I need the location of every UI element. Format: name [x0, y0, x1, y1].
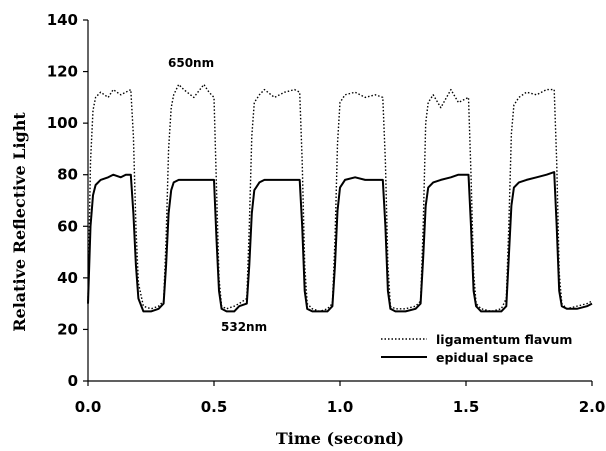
series-line-ligamentum-flavum	[87, 83, 593, 313]
y-tick-label: 0	[68, 372, 78, 390]
x-tick-label: 0.5	[201, 398, 228, 416]
series-line-epidual-space	[87, 171, 593, 313]
y-axis: 0 20 40 60 80 100 120 140	[47, 11, 88, 390]
x-tick-label: 1.5	[453, 398, 480, 416]
y-tick-label: 120	[47, 63, 78, 81]
y-tick-label: 60	[57, 217, 78, 235]
y-tick-label: 40	[57, 269, 78, 287]
legend-label-epidual-space: epidual space	[436, 350, 533, 365]
legend-label-ligamentum-flavum: ligamentum flavum	[436, 332, 572, 347]
y-tick-label: 140	[47, 11, 78, 29]
series-layer	[87, 83, 593, 313]
x-tick-label: 1.0	[327, 398, 354, 416]
plot-area	[87, 20, 592, 382]
y-axis-title: Relative Reflective Light	[10, 112, 29, 332]
x-tick-label: 2.0	[579, 398, 606, 416]
x-axis: 0.0 0.5 1.0 1.5 2.0	[75, 381, 606, 416]
legend: ligamentum flavum epidual space	[381, 332, 572, 365]
x-tick-label: 0.0	[75, 398, 102, 416]
y-tick-label: 100	[47, 114, 78, 132]
x-axis-title: Time (second)	[276, 429, 404, 448]
y-tick-label: 20	[57, 320, 78, 338]
annotation-532nm: 532nm	[221, 320, 267, 334]
annotation-650nm: 650nm	[168, 56, 214, 70]
y-tick-label: 80	[57, 166, 78, 184]
